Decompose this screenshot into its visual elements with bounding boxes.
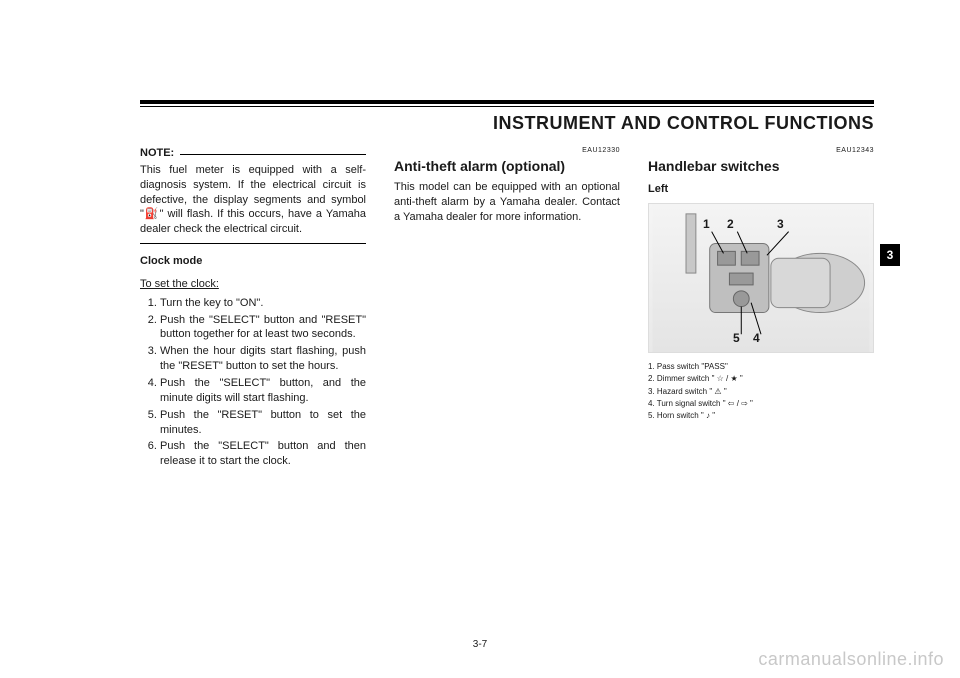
note-body: This fuel meter is equipped with a self-… <box>140 163 366 237</box>
legend-item: 1. Pass switch "PASS" <box>648 361 874 372</box>
set-clock-heading: To set the clock: <box>140 277 366 292</box>
chapter-tab: 3 <box>880 244 900 266</box>
legend-item: 2. Dimmer switch " ☆ / ★ " <box>648 373 874 384</box>
note-label: NOTE: <box>140 146 174 161</box>
left-label: Left <box>648 182 874 197</box>
watermark-text: carmanualsonline.info <box>758 649 944 670</box>
handlebar-figure: 1 2 3 4 5 <box>648 203 874 353</box>
figure-callout: 4 <box>753 330 760 346</box>
column-2: EAU12330 Anti-theft alarm (optional) Thi… <box>394 146 620 471</box>
anti-theft-body: This model can be equipped with an optio… <box>394 180 620 225</box>
note-rule <box>180 154 366 155</box>
legend-item: 4. Turn signal switch " ⇦ / ⇨ " <box>648 398 874 409</box>
note-heading-row: NOTE: <box>140 146 366 161</box>
figure-legend: 1. Pass switch "PASS" 2. Dimmer switch "… <box>648 361 874 421</box>
clock-step: Push the "SELECT" button and then releas… <box>160 439 366 469</box>
handlebar-heading: Handlebar switches <box>648 157 874 176</box>
column-3: EAU12343 Handlebar switches Left <box>648 146 874 471</box>
clock-step: Push the "SELECT" button and "RESET" but… <box>160 313 366 343</box>
legend-item: 5. Horn switch " ♪ " <box>648 410 874 421</box>
content-columns: NOTE: This fuel meter is equipped with a… <box>140 146 874 471</box>
figure-callout: 5 <box>733 330 740 346</box>
note-end-rule <box>140 243 366 244</box>
handlebar-illustration <box>649 204 873 352</box>
header-rule-thin <box>140 106 874 107</box>
clock-step: Turn the key to "ON". <box>160 296 366 311</box>
figure-callout: 1 <box>703 216 710 232</box>
clock-step: Push the "RESET" button to set the minut… <box>160 408 366 438</box>
figure-callout: 3 <box>777 216 784 232</box>
column-1: NOTE: This fuel meter is equipped with a… <box>140 146 366 471</box>
clock-step: When the hour digits start flashing, pus… <box>160 344 366 374</box>
anti-theft-heading: Anti-theft alarm (optional) <box>394 157 620 176</box>
doc-code: EAU12343 <box>648 146 874 155</box>
manual-page: INSTRUMENT AND CONTROL FUNCTIONS NOTE: T… <box>0 0 960 678</box>
header-rule-thick <box>140 100 874 104</box>
figure-callout: 2 <box>727 216 734 232</box>
clock-mode-heading: Clock mode <box>140 254 366 269</box>
page-header-title: INSTRUMENT AND CONTROL FUNCTIONS <box>140 113 874 134</box>
legend-item: 3. Hazard switch " ⚠ " <box>648 386 874 397</box>
doc-code: EAU12330 <box>394 146 620 155</box>
clock-steps-list: Turn the key to "ON". Push the "SELECT" … <box>140 296 366 469</box>
clock-step: Push the "SELECT" button, and the minute… <box>160 376 366 406</box>
